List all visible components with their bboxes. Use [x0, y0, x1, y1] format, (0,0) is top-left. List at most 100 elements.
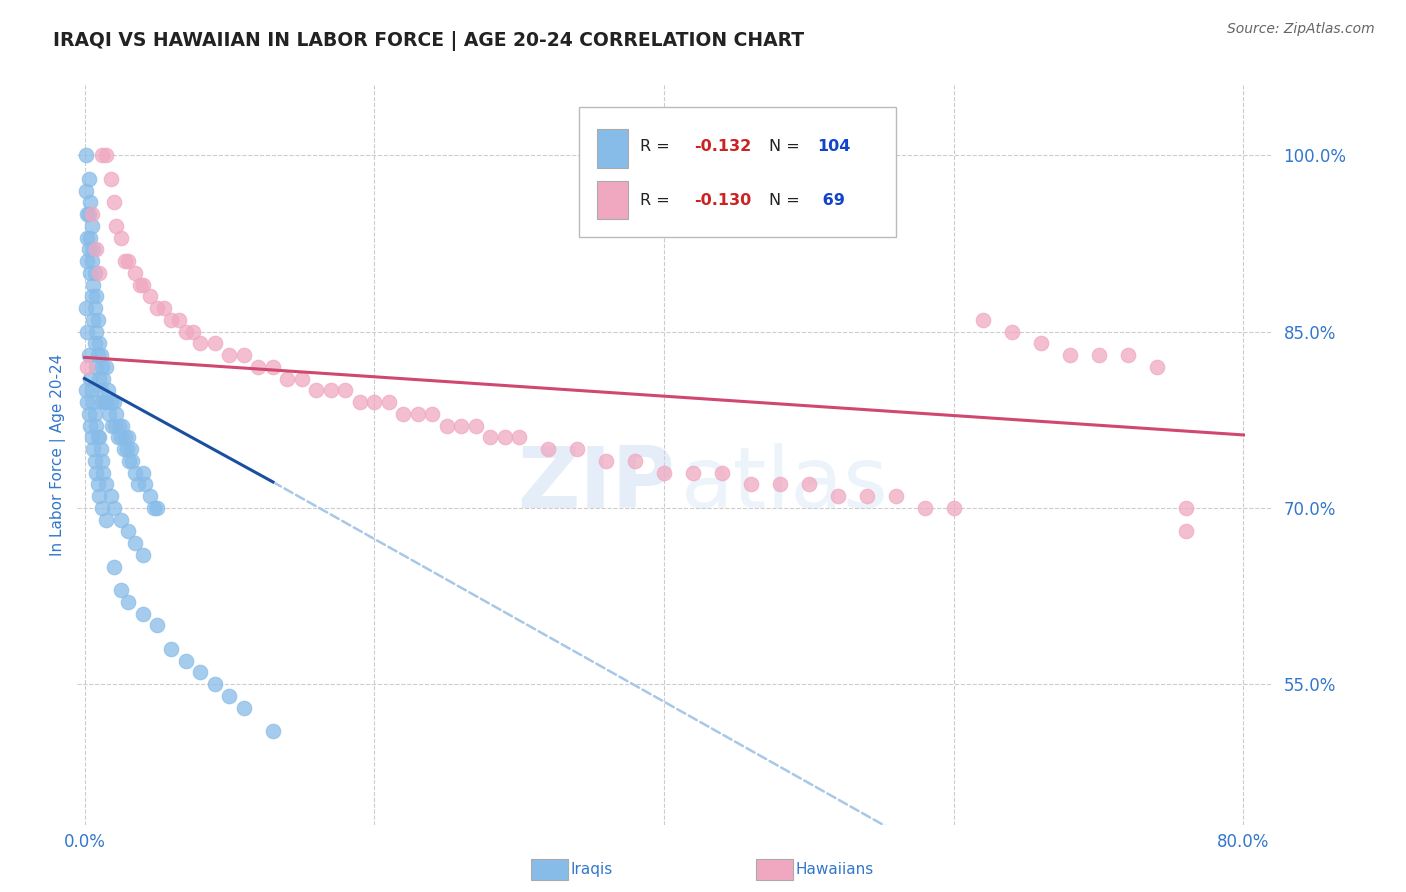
Point — [392, 407, 415, 421]
Point — [115, 442, 138, 456]
Point — [96, 395, 118, 409]
Point — [76, 254, 98, 268]
Point — [79, 371, 101, 385]
Point — [110, 430, 132, 444]
Text: N =: N = — [769, 193, 806, 208]
Point — [262, 359, 284, 374]
Point — [124, 536, 146, 550]
Point — [652, 466, 675, 480]
Point — [319, 384, 342, 398]
Point — [595, 454, 617, 468]
Point — [797, 477, 820, 491]
Point — [117, 595, 139, 609]
Point — [143, 500, 166, 515]
Point — [93, 466, 115, 480]
Point — [79, 266, 101, 280]
Point — [96, 148, 118, 162]
Point — [291, 371, 314, 385]
Point — [884, 489, 907, 503]
Point — [100, 395, 122, 409]
Text: -0.130: -0.130 — [695, 193, 751, 208]
Point — [436, 418, 458, 433]
Text: Source: ZipAtlas.com: Source: ZipAtlas.com — [1227, 22, 1375, 37]
Point — [84, 466, 107, 480]
Point — [117, 254, 139, 268]
Point — [80, 207, 103, 221]
Point — [91, 148, 114, 162]
Text: ZIP: ZIP — [517, 443, 675, 526]
Text: R =: R = — [640, 193, 675, 208]
Y-axis label: In Labor Force | Age 20-24: In Labor Force | Age 20-24 — [51, 354, 66, 556]
Point — [232, 700, 254, 714]
Point — [134, 477, 156, 491]
Point — [218, 348, 240, 362]
Point — [117, 524, 139, 539]
Point — [710, 466, 733, 480]
Point — [82, 395, 104, 409]
Point — [204, 677, 226, 691]
Point — [131, 466, 153, 480]
Point — [110, 230, 132, 244]
Point — [93, 371, 115, 385]
Point — [84, 359, 107, 374]
Point — [160, 641, 183, 656]
Text: N =: N = — [769, 138, 806, 153]
Point — [406, 407, 429, 421]
Point — [1087, 348, 1109, 362]
Point — [1174, 500, 1197, 515]
Point — [914, 500, 936, 515]
Point — [827, 489, 849, 503]
Point — [83, 407, 105, 421]
Point — [111, 418, 134, 433]
Point — [86, 312, 108, 326]
Point — [80, 289, 103, 303]
Text: Hawaiians: Hawaiians — [796, 863, 875, 877]
Point — [1059, 348, 1081, 362]
Point — [276, 371, 298, 385]
Point — [146, 618, 169, 632]
Point — [167, 312, 190, 326]
Point — [1001, 325, 1024, 339]
Point — [104, 418, 127, 433]
Point — [96, 477, 118, 491]
Point — [91, 500, 114, 515]
Point — [181, 325, 204, 339]
Point — [76, 207, 98, 221]
Point — [91, 359, 114, 374]
FancyBboxPatch shape — [598, 129, 628, 168]
Point — [942, 500, 965, 515]
Point — [80, 219, 103, 233]
Text: R =: R = — [640, 138, 675, 153]
Text: IRAQI VS HAWAIIAN IN LABOR FORCE | AGE 20-24 CORRELATION CHART: IRAQI VS HAWAIIAN IN LABOR FORCE | AGE 2… — [53, 31, 804, 51]
Point — [494, 430, 516, 444]
Point — [87, 430, 110, 444]
Point — [335, 384, 357, 398]
Point — [87, 266, 110, 280]
Point — [86, 348, 108, 362]
FancyBboxPatch shape — [579, 107, 896, 236]
Point — [84, 418, 107, 433]
Point — [89, 442, 111, 456]
Text: atlas: atlas — [681, 443, 889, 526]
Point — [105, 407, 128, 421]
Point — [114, 254, 136, 268]
Point — [464, 418, 486, 433]
Point — [363, 395, 385, 409]
Point — [84, 325, 107, 339]
Point — [96, 359, 118, 374]
Point — [75, 148, 97, 162]
Point — [80, 384, 103, 398]
Point — [124, 466, 146, 480]
Point — [103, 559, 125, 574]
Point — [1116, 348, 1139, 362]
Point — [84, 242, 107, 256]
Point — [103, 500, 125, 515]
Point — [87, 371, 110, 385]
Point — [98, 407, 121, 421]
Point — [190, 336, 212, 351]
Point — [131, 548, 153, 562]
Point — [118, 454, 141, 468]
Point — [624, 454, 647, 468]
Point — [537, 442, 560, 456]
Point — [204, 336, 226, 351]
